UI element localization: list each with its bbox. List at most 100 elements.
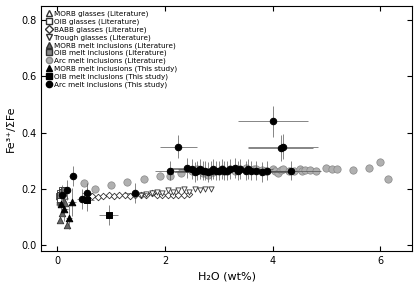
Point [78, 197, 85, 201]
Point [60, 198, 67, 203]
Point [191, 187, 198, 191]
Point [164, 192, 171, 197]
Point [132, 191, 139, 195]
Point [280, 144, 287, 149]
Point [138, 193, 144, 197]
Point [207, 187, 214, 191]
Point [154, 189, 161, 194]
Point [143, 192, 150, 196]
Point [55, 199, 62, 204]
Point [121, 192, 128, 197]
Point [59, 192, 66, 197]
Point [56, 194, 62, 198]
Point [291, 169, 298, 174]
Point [181, 187, 187, 191]
Point [178, 171, 184, 176]
Point [224, 168, 230, 173]
Point [132, 192, 139, 197]
Point [226, 167, 233, 172]
Point [62, 194, 69, 198]
Point [59, 189, 66, 194]
Point [116, 193, 122, 197]
Point [199, 168, 206, 173]
Point [202, 168, 209, 173]
Point [159, 191, 166, 195]
Point [207, 168, 214, 173]
Point [275, 170, 281, 175]
Point [84, 194, 90, 198]
Point [175, 144, 182, 149]
Point [221, 168, 227, 173]
Point [196, 167, 203, 172]
Point [59, 211, 66, 215]
Point [299, 168, 306, 173]
Point [385, 177, 392, 181]
Point [59, 197, 65, 201]
Point [59, 194, 66, 198]
Point [156, 174, 163, 179]
Point [55, 195, 62, 200]
Point [258, 170, 265, 174]
Point [64, 188, 71, 193]
Point [175, 188, 182, 193]
Point [366, 166, 373, 170]
Point [216, 168, 222, 173]
Point [312, 168, 319, 173]
Point [92, 187, 99, 191]
Point [148, 191, 155, 195]
Point [183, 166, 190, 170]
Point [56, 192, 63, 197]
X-axis label: H₂O (wt%): H₂O (wt%) [198, 272, 256, 282]
Point [84, 191, 90, 195]
Legend: MORB glasses (Literature), OIB glasses (Literature), BABB glasses (Literature), : MORB glasses (Literature), OIB glasses (… [45, 9, 179, 89]
Point [61, 207, 68, 212]
Point [253, 166, 260, 171]
Point [218, 167, 225, 172]
Point [329, 167, 335, 172]
Point [242, 168, 249, 173]
Point [61, 188, 67, 193]
Point [253, 168, 260, 173]
Point [237, 167, 244, 172]
Point [154, 193, 161, 197]
Point [140, 177, 147, 181]
Point [58, 192, 65, 197]
Point [61, 192, 68, 197]
Point [264, 168, 270, 173]
Point [167, 174, 174, 179]
Point [57, 199, 64, 204]
Point [205, 170, 212, 174]
Point [323, 166, 330, 170]
Point [170, 193, 176, 197]
Point [56, 191, 63, 195]
Point [248, 168, 255, 173]
Point [57, 198, 64, 203]
Point [264, 168, 270, 173]
Point [234, 168, 241, 173]
Point [224, 168, 230, 173]
Point [138, 192, 144, 197]
Point [59, 192, 65, 197]
Point [100, 194, 107, 198]
Point [248, 168, 255, 172]
Point [127, 194, 133, 198]
Point [148, 191, 155, 195]
Point [272, 168, 279, 173]
Point [350, 168, 357, 172]
Point [250, 167, 257, 172]
Point [226, 167, 233, 172]
Point [245, 167, 252, 172]
Point [59, 189, 65, 194]
Point [108, 183, 115, 187]
Point [288, 168, 295, 173]
Point [143, 192, 150, 197]
Point [205, 172, 212, 177]
Point [69, 199, 75, 204]
Point [175, 192, 182, 197]
Point [194, 168, 201, 173]
Point [377, 160, 384, 164]
Point [301, 168, 308, 172]
Point [62, 201, 69, 205]
Point [167, 168, 174, 173]
Point [196, 188, 203, 193]
